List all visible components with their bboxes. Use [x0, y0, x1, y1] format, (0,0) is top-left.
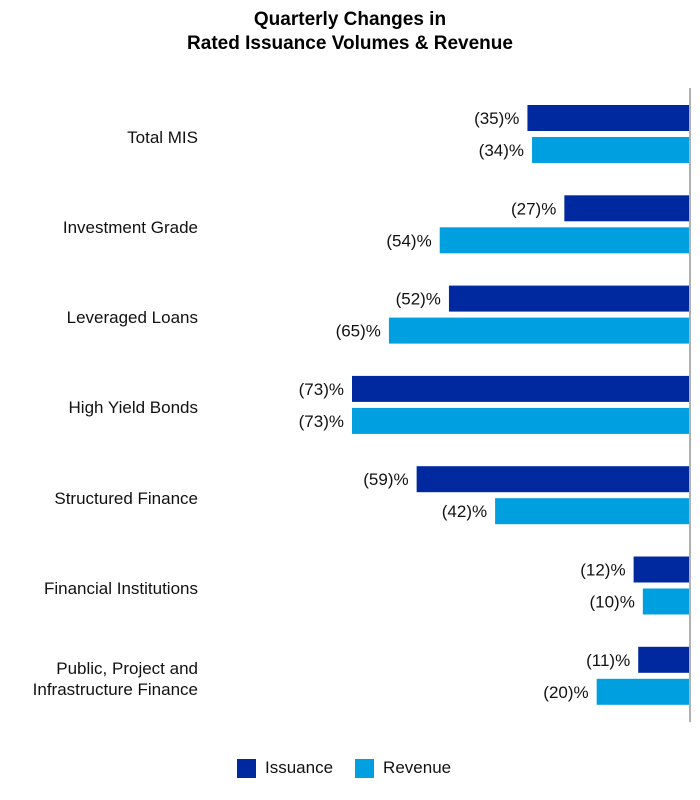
legend-swatch-revenue: [355, 758, 375, 778]
bar-issuance: [448, 285, 689, 312]
category-label: Structured Finance: [54, 488, 198, 508]
bar-issuance: [633, 556, 689, 583]
bar-issuance: [416, 466, 689, 493]
bar-issuance: [352, 375, 689, 402]
data-label: (73)%: [299, 412, 344, 431]
bar-revenue: [439, 227, 689, 254]
legend-label-revenue: Revenue: [383, 758, 452, 777]
bar-revenue: [642, 588, 689, 615]
chart-title: Quarterly Changes in Rated Issuance Volu…: [0, 8, 700, 56]
legend-item-revenue: Revenue: [355, 758, 451, 778]
bar-issuance: [527, 105, 689, 131]
data-label: (11)%: [586, 651, 630, 670]
title-line-2: Rated Issuance Volumes & Revenue: [187, 33, 513, 54]
category-label: Public, Project and Infrastructure Finan…: [32, 658, 198, 699]
category-label: Total MIS: [127, 127, 198, 147]
bar-issuance: [564, 195, 689, 222]
data-label: (27)%: [511, 199, 556, 218]
title-line-1: Quarterly Changes in: [253, 9, 447, 30]
data-label: (12)%: [580, 561, 625, 580]
legend-swatch-issuance: [237, 758, 256, 778]
bar-revenue: [388, 317, 689, 344]
bar-revenue: [495, 498, 689, 525]
data-label: (20)%: [543, 683, 588, 702]
category-label: Leveraged Loans: [66, 308, 198, 328]
data-label: (52)%: [396, 290, 441, 309]
bar-issuance: [638, 646, 689, 673]
category-label: Investment Grade: [62, 217, 198, 237]
bar-revenue: [596, 678, 689, 705]
data-label: (65)%: [336, 322, 381, 341]
data-label: (34)%: [479, 141, 524, 160]
legend: Issuance Revenue: [237, 758, 473, 778]
data-label: (35)%: [474, 109, 519, 128]
legend-label-issuance: Issuance: [265, 758, 334, 777]
data-label: (54)%: [386, 231, 431, 250]
data-label: (59)%: [363, 470, 408, 489]
data-label: (42)%: [442, 502, 487, 521]
category-label: Financial Institutions: [43, 579, 198, 598]
legend-item-issuance: Issuance: [237, 758, 333, 778]
category-label: High Yield Bonds: [68, 398, 198, 418]
data-label: (73)%: [299, 380, 344, 399]
data-label: (10)%: [589, 593, 634, 612]
bar-revenue: [352, 407, 689, 434]
bar-revenue: [532, 137, 689, 163]
